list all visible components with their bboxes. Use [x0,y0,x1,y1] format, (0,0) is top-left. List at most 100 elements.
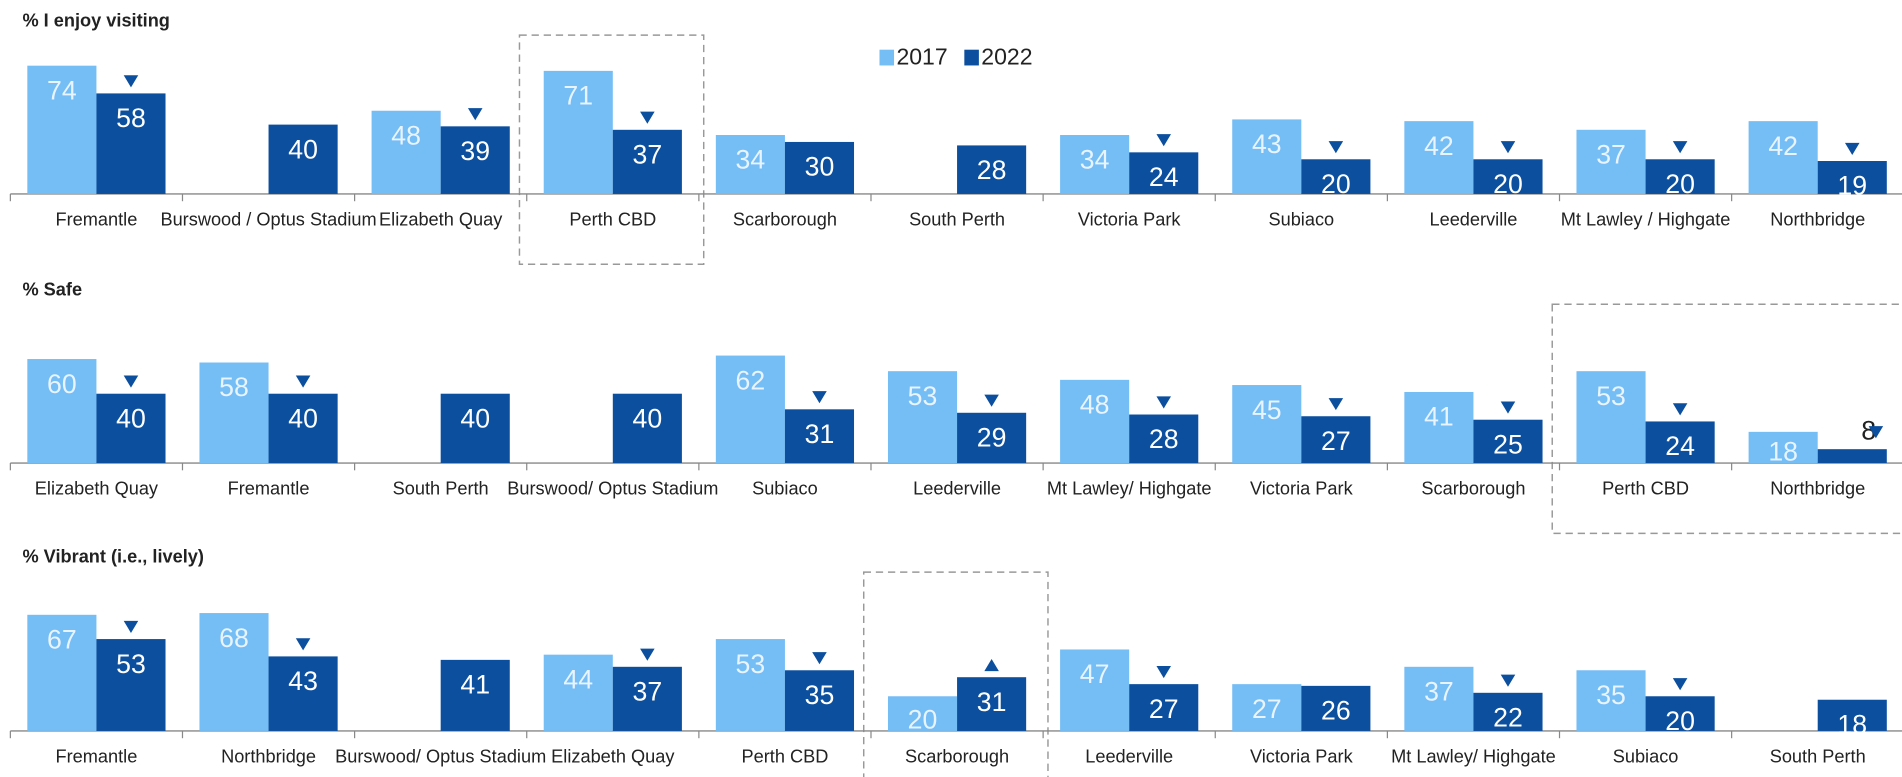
bar [715,355,785,464]
bar [1817,161,1887,194]
bar [1473,692,1543,731]
bar [1301,685,1371,731]
value-label: 40 [633,403,663,433]
category-label: Fremantle [56,746,138,766]
value-label: 40 [116,403,146,433]
category-label: Subiaco [752,479,818,499]
value-label: 74 [47,75,77,105]
bar [96,639,166,731]
value-label: 20 [908,704,938,734]
value-label: 20 [1665,169,1695,199]
bar [1817,449,1887,464]
bar [1404,666,1474,731]
bar [268,393,338,464]
change-marker [1868,426,1884,439]
category-label: Burswood / Optus Stadium [160,209,376,229]
bar [1576,129,1646,194]
category-label: Burswood/ Optus Stadium [335,746,546,766]
change-marker [1672,678,1688,691]
bar [1473,419,1543,464]
category-label: South Perth [909,209,1005,229]
category-label: Subiaco [1268,209,1334,229]
value-label: 35 [1596,680,1626,710]
category-label: Elizabeth Quay [35,479,159,499]
category-label: Perth CBD [742,746,829,766]
category-label: Northbridge [1770,209,1865,229]
change-marker [123,620,139,634]
value-label: 58 [219,372,249,402]
change-marker [1500,401,1516,414]
value-label: 42 [1768,131,1798,161]
change-marker [1672,141,1688,154]
bar [1817,699,1887,731]
value-label: 24 [1665,431,1695,461]
bar [1748,431,1818,464]
change-marker [812,652,827,665]
value-label: 20 [1493,169,1523,199]
bar [27,614,97,731]
value-label: 41 [1424,402,1454,432]
value-label: 40 [288,403,318,433]
value-label: 47 [1080,659,1110,689]
change-marker [1328,398,1344,411]
category-label: Northbridge [1770,479,1865,499]
bar [1232,119,1302,194]
bar [1645,159,1715,194]
value-label: 40 [460,403,490,433]
value-label: 53 [908,381,938,411]
highlight-box [1551,303,1902,535]
value-label: 43 [1252,129,1282,159]
bar [784,409,855,464]
value-label: 39 [460,136,490,166]
legend-label: 2017 [896,43,947,69]
value-label: 41 [460,670,490,700]
category-label: Fremantle [228,479,310,499]
value-label: 45 [1252,395,1282,425]
bar [887,696,958,731]
value-label: 20 [1665,706,1695,736]
value-label: 53 [736,649,766,679]
category-label: Fremantle [56,209,138,229]
value-label: 25 [1493,429,1523,459]
category-label: Victoria Park [1250,746,1354,766]
bar [268,124,338,194]
bar [440,126,510,194]
chart-title: % I enjoy visiting [22,11,169,31]
category-label: Leederville [913,479,1001,499]
change-marker [640,648,655,661]
bar [1576,371,1646,464]
bar [1576,670,1646,731]
category-label: Scarborough [733,209,837,229]
bar [199,613,269,731]
change-marker [1328,141,1344,154]
value-label: 30 [805,152,835,182]
bar [1301,416,1371,464]
bar [96,93,166,194]
change-marker [295,375,311,388]
value-label: 48 [1080,390,1110,420]
bar [957,412,1027,464]
bar [715,135,785,194]
category-label: Mt Lawley / Highgate [1561,209,1731,229]
category-label: Leederville [1429,209,1517,229]
change-marker [1844,142,1860,155]
bar [957,677,1027,731]
bar [715,639,785,731]
value-label: 37 [1596,140,1626,170]
value-label: 48 [391,120,421,150]
bar [1645,421,1715,464]
bar [1232,385,1302,464]
category-label: South Perth [393,479,489,499]
bar [1404,391,1474,464]
value-label: 27 [1321,426,1351,456]
bar [1060,135,1130,194]
value-label: 40 [288,134,318,164]
bar [1129,414,1199,464]
category-label: Mt Lawley/ Highgate [1047,479,1212,499]
bar [27,65,97,194]
value-label: 58 [116,103,146,133]
bar [1232,684,1302,731]
chart-title: % Vibrant (i.e., lively) [22,546,203,566]
value-label: 53 [116,649,146,679]
